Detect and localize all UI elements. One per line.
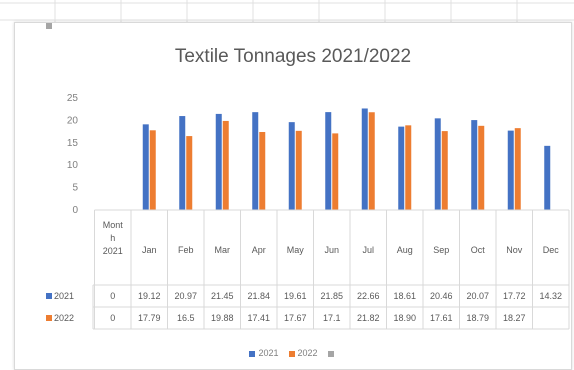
legend-swatch (249, 350, 256, 357)
category-label: Mar (215, 245, 231, 255)
category-label: May (287, 245, 305, 255)
data-table: Mont h 2021 Jan Feb Mar Apr May Jun Jul Aug Sep Oct N… (46, 23, 570, 330)
table-cell: 18.27 (503, 313, 526, 323)
bar-2021-Sep (434, 118, 441, 210)
y-tick-label: 15 (67, 138, 79, 149)
bar-2021-Mar (215, 113, 222, 210)
bar-2021-Apr (252, 112, 259, 210)
table-cell: 20.07 (466, 291, 489, 301)
table-cell: 17.72 (503, 291, 526, 301)
legend-swatch (327, 350, 334, 357)
bar-2021-Feb (179, 116, 186, 210)
legend-item[interactable] (327, 348, 337, 358)
chart-area[interactable]: Textile Tonnages 2021/2022 0 5 10 15 20 25 Mo… (14, 22, 572, 370)
y-tick-label: 25 (67, 93, 79, 104)
category-label: Jul (362, 245, 374, 255)
bar-2022-May (295, 130, 302, 210)
table-cell: 19.88 (211, 313, 234, 323)
table-cell: 17.79 (138, 313, 161, 323)
table-header-label: h (110, 233, 115, 243)
row-series-name: 2022 (54, 313, 74, 323)
table-cell: 21.85 (320, 291, 343, 301)
category-label: Dec (543, 245, 560, 255)
category-label: Nov (506, 245, 523, 255)
table-cell: 0 (110, 291, 115, 301)
table-header-label: Mont (103, 220, 124, 230)
category-label: Sep (433, 245, 449, 255)
table-cell: 17.41 (247, 313, 270, 323)
bar-2021-Jun (325, 112, 332, 210)
table-cell: 18.79 (466, 313, 489, 323)
row-series-name: 2021 (54, 291, 74, 301)
bar-2022-Feb (186, 136, 193, 210)
bar-2022-Apr (259, 132, 266, 210)
table-cell: 20.46 (430, 291, 453, 301)
legend-label: 2021 (258, 348, 279, 358)
y-tick-label: 0 (72, 205, 78, 216)
table-cell: 14.32 (539, 291, 562, 301)
bar-2022-Jan (149, 130, 156, 210)
y-axis: 0 5 10 15 20 25 (67, 93, 79, 216)
table-cell: 21.45 (211, 291, 234, 301)
category-label: Feb (178, 245, 194, 255)
bar-2022-Jul (368, 112, 375, 210)
bar-2022-Nov (514, 128, 521, 210)
y-tick-label: 5 (72, 183, 78, 194)
table-cell: 17.1 (323, 313, 341, 323)
table-cell: 21.84 (247, 291, 270, 301)
legend-item[interactable]: 2022 (288, 348, 318, 358)
category-label: Jun (324, 245, 339, 255)
table-cell: 17.61 (430, 313, 453, 323)
table-cell: 21.82 (357, 313, 380, 323)
chart-plot: 0 5 10 15 20 25 Mont h 2021 Jan Feb Mar Apr May Jun Ju… (46, 23, 570, 330)
bar-2022-Sep (441, 131, 448, 210)
bar-2022-Mar (222, 120, 229, 210)
bar-2021-Aug (398, 126, 405, 210)
category-label: Aug (397, 245, 413, 255)
bar-2022-Jun (332, 133, 339, 210)
bar-2021-May (288, 122, 295, 210)
legend-item[interactable]: 2021 (249, 348, 279, 358)
bar-2021-Nov (507, 130, 514, 210)
table-cell: 18.61 (393, 291, 416, 301)
bar-2021-Jul (361, 108, 368, 210)
category-label: Apr (252, 245, 266, 255)
row-legend-key (46, 293, 52, 299)
category-label: Jan (142, 245, 157, 255)
table-cell: 22.66 (357, 291, 380, 301)
chart-title: Textile Tonnages 2021/2022 (174, 46, 412, 67)
bar-2022-Aug (405, 125, 412, 210)
legend-swatch (288, 350, 295, 357)
bar-2021-Jan (142, 124, 149, 210)
bar-2022-Oct (478, 125, 485, 210)
table-cell: 20.97 (174, 291, 197, 301)
table-header-label: 2021 (103, 246, 123, 256)
table-cell: 0 (110, 313, 115, 323)
category-label: Oct (471, 245, 486, 255)
bar-series (142, 108, 551, 210)
table-cell: 17.67 (284, 313, 307, 323)
y-tick-label: 10 (67, 160, 79, 171)
row-legend-key (46, 23, 52, 29)
row-legend-key (46, 315, 52, 321)
table-cell: 19.12 (138, 291, 161, 301)
bar-2021-Oct (471, 120, 478, 210)
legend: 2021 2022 (15, 348, 571, 358)
legend-label: 2022 (297, 348, 318, 358)
table-cell: 19.61 (284, 291, 307, 301)
bar-2021-Dec (544, 145, 551, 210)
table-cell: 16.5 (177, 313, 195, 323)
table-cell: 18.90 (393, 313, 416, 323)
y-tick-label: 20 (67, 115, 79, 126)
